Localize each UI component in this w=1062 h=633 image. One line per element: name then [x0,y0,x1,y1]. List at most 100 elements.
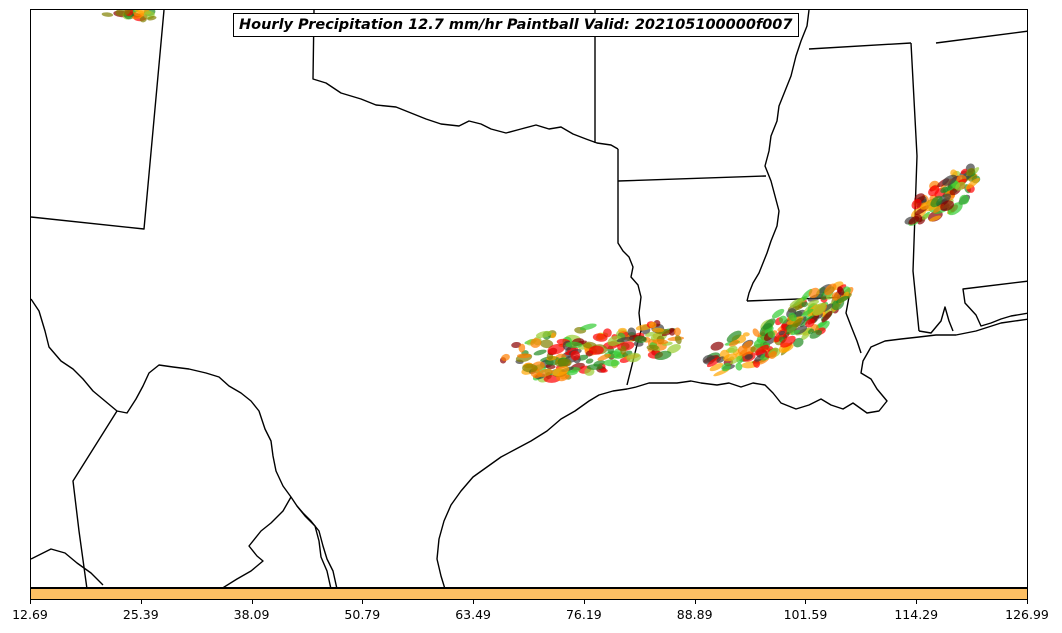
colorbar-tick [1027,600,1028,604]
paintball-blob [929,215,942,222]
paintball-blob [801,308,814,317]
colorbar-tick [251,600,253,604]
paintball-blob [744,354,753,360]
colorbar-tick-label: 114.29 [894,607,939,622]
paintball-blob [585,358,594,364]
paintball-blob [812,302,826,316]
colorbar-tick [473,600,475,604]
boundary-fl-panhandle [962,280,1027,327]
paintball-blob [735,362,743,371]
colorbar-tick [694,600,696,604]
paintball-blob [791,317,803,327]
paintball-blob [646,344,659,351]
paintball-blob [618,327,627,333]
paintball-blob [778,330,785,336]
paintball-blob [603,359,620,367]
boundary-nm-west [31,10,165,230]
paintball-blob [579,323,597,331]
paintball-blob [597,353,611,361]
paintball-blob [588,345,604,355]
paintball-blob [535,330,553,338]
paintball-blob [788,312,797,322]
paintball-blob [115,10,131,17]
paintball-blob [652,338,669,345]
paintball-blob [511,341,522,349]
colorbar-tick [583,600,585,604]
paintball-blob [911,198,922,210]
colorbar-tick-label: 63.49 [455,607,492,622]
paintball-blob [942,184,954,193]
paintball-blob [821,310,833,323]
boundary-tn-south [808,42,912,50]
paintball-blob [566,370,578,376]
paintball-blob [673,327,682,336]
coastline-gulf [436,318,1027,587]
paintball-blob [536,368,553,378]
colorbar-tick [30,600,31,604]
paintball-blob [540,339,554,349]
colorbar-tick-label: 88.89 [676,607,713,622]
paintball-blob [716,356,725,363]
paintball-blob [807,299,819,307]
paintball-blob [586,364,603,370]
paintball-blob [752,328,760,337]
paintball-blob [533,349,547,356]
paintball-blob [930,195,943,208]
colorbar [30,588,1028,600]
paintball-blob [710,341,724,351]
paintball-blob [801,301,808,308]
paintball-blob [626,352,641,363]
paintball-blob [522,363,538,373]
colorbar-tick [140,600,142,604]
paintball-blob [570,350,581,361]
boundary-mexico-1 [72,410,118,587]
paintball-blob [517,353,532,359]
paintball-blob [942,174,957,186]
paintball-blob [728,339,740,347]
paintball-blob [793,309,806,318]
paintball-blob [726,330,742,343]
paintball-blob [835,295,849,304]
paintball-blob [831,292,841,301]
colorbar-tick-label: 25.39 [122,607,159,622]
paintball-blob [754,344,770,356]
paintball-blob [727,345,738,354]
paintball-blob [779,315,788,324]
paintball-blob [600,368,608,373]
colorbar-tick-label: 12.69 [12,607,48,622]
paintball-blob [101,12,114,17]
paintball-blob [501,353,510,362]
paintball-blob [620,345,627,355]
colorbar-tick-label: 126.99 [1005,607,1049,622]
paintball-blob [627,327,636,338]
boundary-al-fl [918,306,954,334]
map-panel [30,9,1028,588]
paintball-blob [807,293,824,302]
colorbar-tick-label: 101.59 [783,607,828,622]
paintball-blob [793,337,804,348]
paintball-blob [530,338,542,348]
paintball-blob [837,286,845,296]
boundary-ms-al [910,42,920,332]
paintball-blob [565,341,583,349]
paintball-blob [131,14,143,20]
paintball-blob [634,335,647,344]
paintball-blob [709,363,724,372]
paintball-blob [607,335,622,347]
paintball-blob [914,213,923,223]
paintball-blob [730,355,743,365]
colorbar-tick-label: 76.19 [565,607,602,622]
boundary-al-ga [935,30,1027,44]
paintball-blob [616,336,634,343]
paintball-blob [762,318,776,330]
paintball-blob [808,287,820,299]
boundary-mexico-4 [296,505,332,587]
paintball-blob [790,329,801,336]
paintball-blob [922,213,929,220]
paintball-blob [767,329,776,339]
boundary-mexico-2 [31,548,104,586]
paintball-blob [654,350,672,361]
paintball-blob [940,200,954,212]
paintball-blob [816,320,828,329]
